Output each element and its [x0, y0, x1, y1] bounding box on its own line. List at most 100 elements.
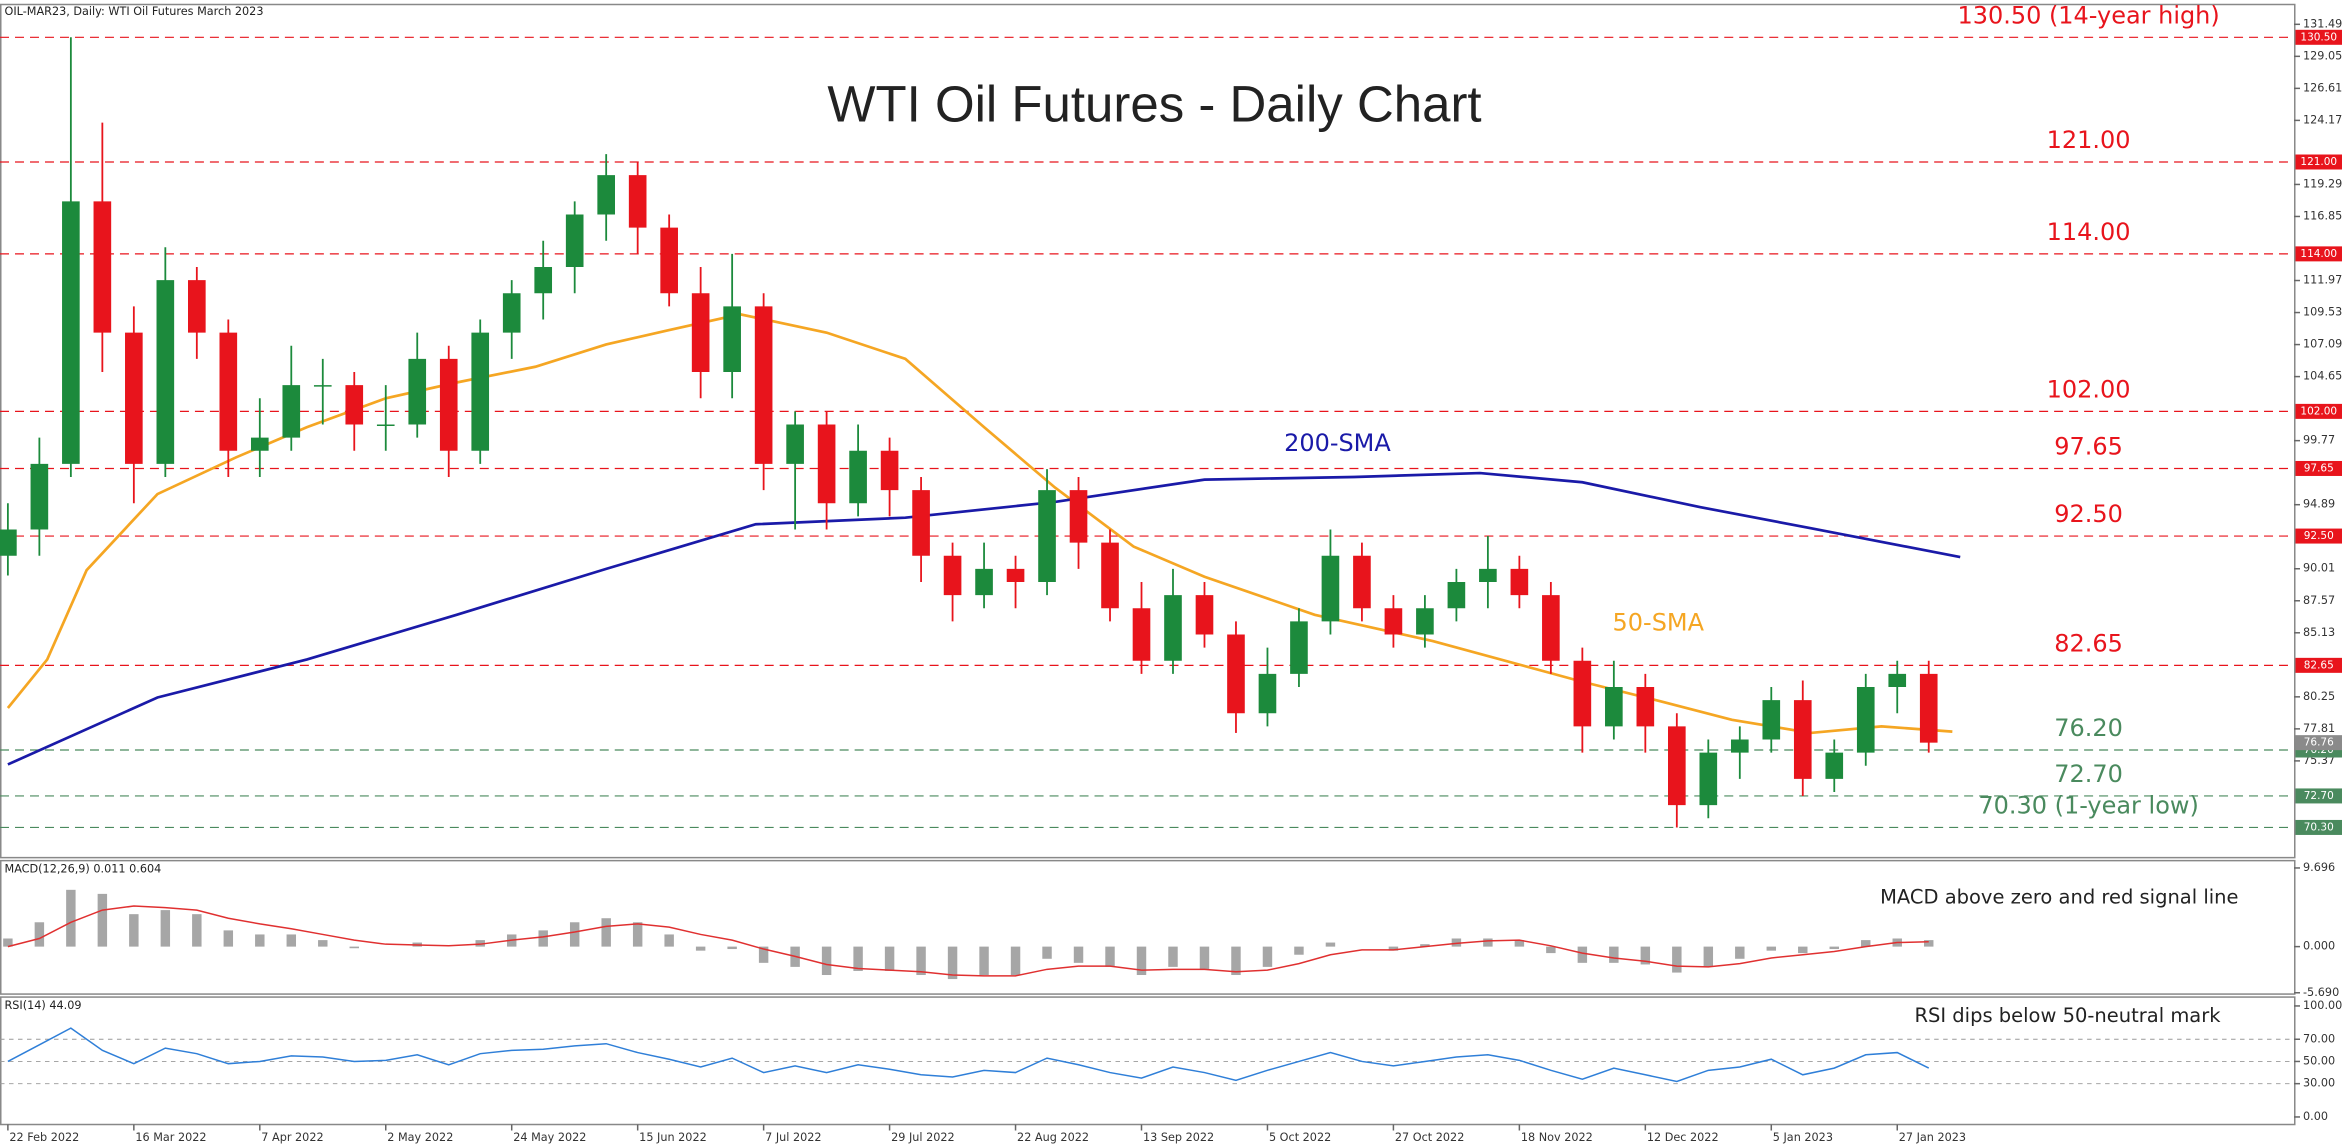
y-tick-label: 109.53 — [2303, 306, 2342, 319]
candle-body — [1542, 595, 1560, 661]
macd-bar — [129, 914, 139, 947]
x-tick-label: 2 May 2022 — [387, 1131, 453, 1144]
candle-body — [439, 358, 458, 451]
macd-bar — [1577, 946, 1588, 963]
signal-line — [7, 905, 1929, 977]
candle-body — [691, 293, 710, 372]
macd-bar — [1168, 946, 1178, 967]
x-tick-label: 7 Apr 2022 — [261, 1131, 323, 1144]
candle-body — [93, 201, 112, 333]
macd-bar — [1010, 946, 1021, 976]
candle-body — [376, 424, 395, 426]
candle-body — [282, 385, 301, 438]
macd-bar — [1388, 946, 1399, 951]
candle-body — [1132, 608, 1151, 661]
macd-bar — [727, 946, 737, 950]
macd-bar — [1735, 946, 1745, 959]
y-tick-label: 100.00 — [2303, 999, 2342, 1012]
level-text: 102.00 — [2047, 375, 2131, 403]
candle-body — [1762, 700, 1781, 740]
level-tag — [2295, 403, 2342, 419]
level-tag — [2295, 788, 2342, 804]
macd-bar — [664, 934, 674, 947]
x-tick-label: 18 Nov 2022 — [1521, 1131, 1593, 1144]
candle-body — [1258, 673, 1277, 714]
candle-body — [345, 385, 364, 425]
candle-body — [975, 568, 993, 596]
candle-body — [912, 490, 930, 556]
macd-bar — [1325, 942, 1336, 947]
annotation: 50-SMA — [1613, 609, 1705, 637]
y-tick-label: 87.57 — [2303, 594, 2335, 607]
macd-bar — [695, 946, 706, 951]
macd-bar — [632, 922, 643, 947]
candle-body — [125, 332, 143, 464]
y-tick-label: 116.85 — [2303, 209, 2342, 222]
macd-bar — [160, 910, 171, 947]
x-tick-label: 29 Jul 2022 — [891, 1131, 955, 1144]
y-tick-label: 119.29 — [2303, 177, 2342, 190]
macd-bar — [1199, 946, 1210, 970]
last-price-tag — [2295, 735, 2342, 751]
macd-bar — [1073, 946, 1084, 963]
macd-bar — [349, 946, 359, 949]
macd-bar — [758, 946, 769, 963]
level-text: 76.20 — [2054, 714, 2123, 742]
level-tag-label: 102.00 — [2300, 405, 2337, 417]
annotation: MACD above zero and red signal line — [1880, 886, 2238, 909]
candle-body — [534, 266, 553, 294]
macd-bar — [1829, 946, 1839, 950]
candle-body — [1384, 608, 1403, 635]
header: OIL-MAR23, Daily: WTI Oil Futures March … — [5, 5, 264, 18]
candle-body — [723, 306, 741, 372]
candle-body — [219, 332, 238, 451]
level-tag-label: 70.30 — [2304, 821, 2334, 833]
macd-bar — [1262, 946, 1273, 967]
macd-bar — [853, 946, 863, 971]
candle-body — [471, 332, 490, 451]
y-tick-label: 124.17 — [2303, 113, 2342, 126]
macd-bar — [1294, 946, 1304, 955]
level-tag-label: 97.65 — [2304, 462, 2334, 474]
y-tick-label: 30.00 — [2303, 1077, 2335, 1090]
y-tick-label: 0.000 — [2303, 940, 2335, 953]
candle-body — [1038, 490, 1056, 583]
annotation: RSI dips below 50-neutral mark — [1914, 1004, 2221, 1027]
candle-body — [1856, 687, 1875, 753]
level-tag-label: 121.00 — [2300, 156, 2337, 168]
level-tag — [2295, 460, 2342, 476]
candle-body — [1416, 608, 1434, 635]
x-tick-label: 27 Jan 2023 — [1899, 1131, 1966, 1144]
candle-body — [1888, 673, 1907, 688]
level-tag — [2295, 819, 2342, 835]
x-tick-label: 22 Aug 2022 — [1017, 1131, 1089, 1144]
candle-body — [849, 450, 867, 504]
macd-bar — [255, 934, 265, 947]
y-tick-label: 99.77 — [2303, 434, 2335, 447]
candle-body — [1447, 582, 1466, 609]
x-tick-label: 12 Dec 2022 — [1647, 1131, 1719, 1144]
y-tick-label: 77.81 — [2303, 722, 2335, 735]
candle-body — [502, 293, 521, 333]
macd-bar — [569, 922, 580, 947]
y-tick-label: 129.05 — [2303, 49, 2342, 62]
macd-bar — [223, 930, 234, 947]
x-tick-label: 16 Mar 2022 — [135, 1131, 206, 1144]
macd-bar — [1672, 946, 1682, 973]
candle-body — [62, 201, 80, 464]
rsi-line — [7, 1027, 1930, 1083]
macd-bar — [1105, 946, 1115, 967]
candle-body — [660, 227, 678, 294]
level-tag-label: 82.65 — [2304, 659, 2334, 671]
macd-bar — [601, 918, 611, 947]
x-tick-label: 7 Jul 2022 — [765, 1131, 821, 1144]
macd-bar — [66, 889, 76, 947]
candle-body — [1919, 673, 1938, 743]
macd-bar — [1451, 938, 1462, 947]
macd-bar — [1798, 946, 1808, 954]
level-tag-label: 72.70 — [2304, 790, 2334, 802]
candle-body — [1290, 621, 1308, 674]
level-text: 130.50 (14-year high) — [1957, 1, 2219, 29]
y-tick-label: 107.09 — [2303, 338, 2342, 351]
